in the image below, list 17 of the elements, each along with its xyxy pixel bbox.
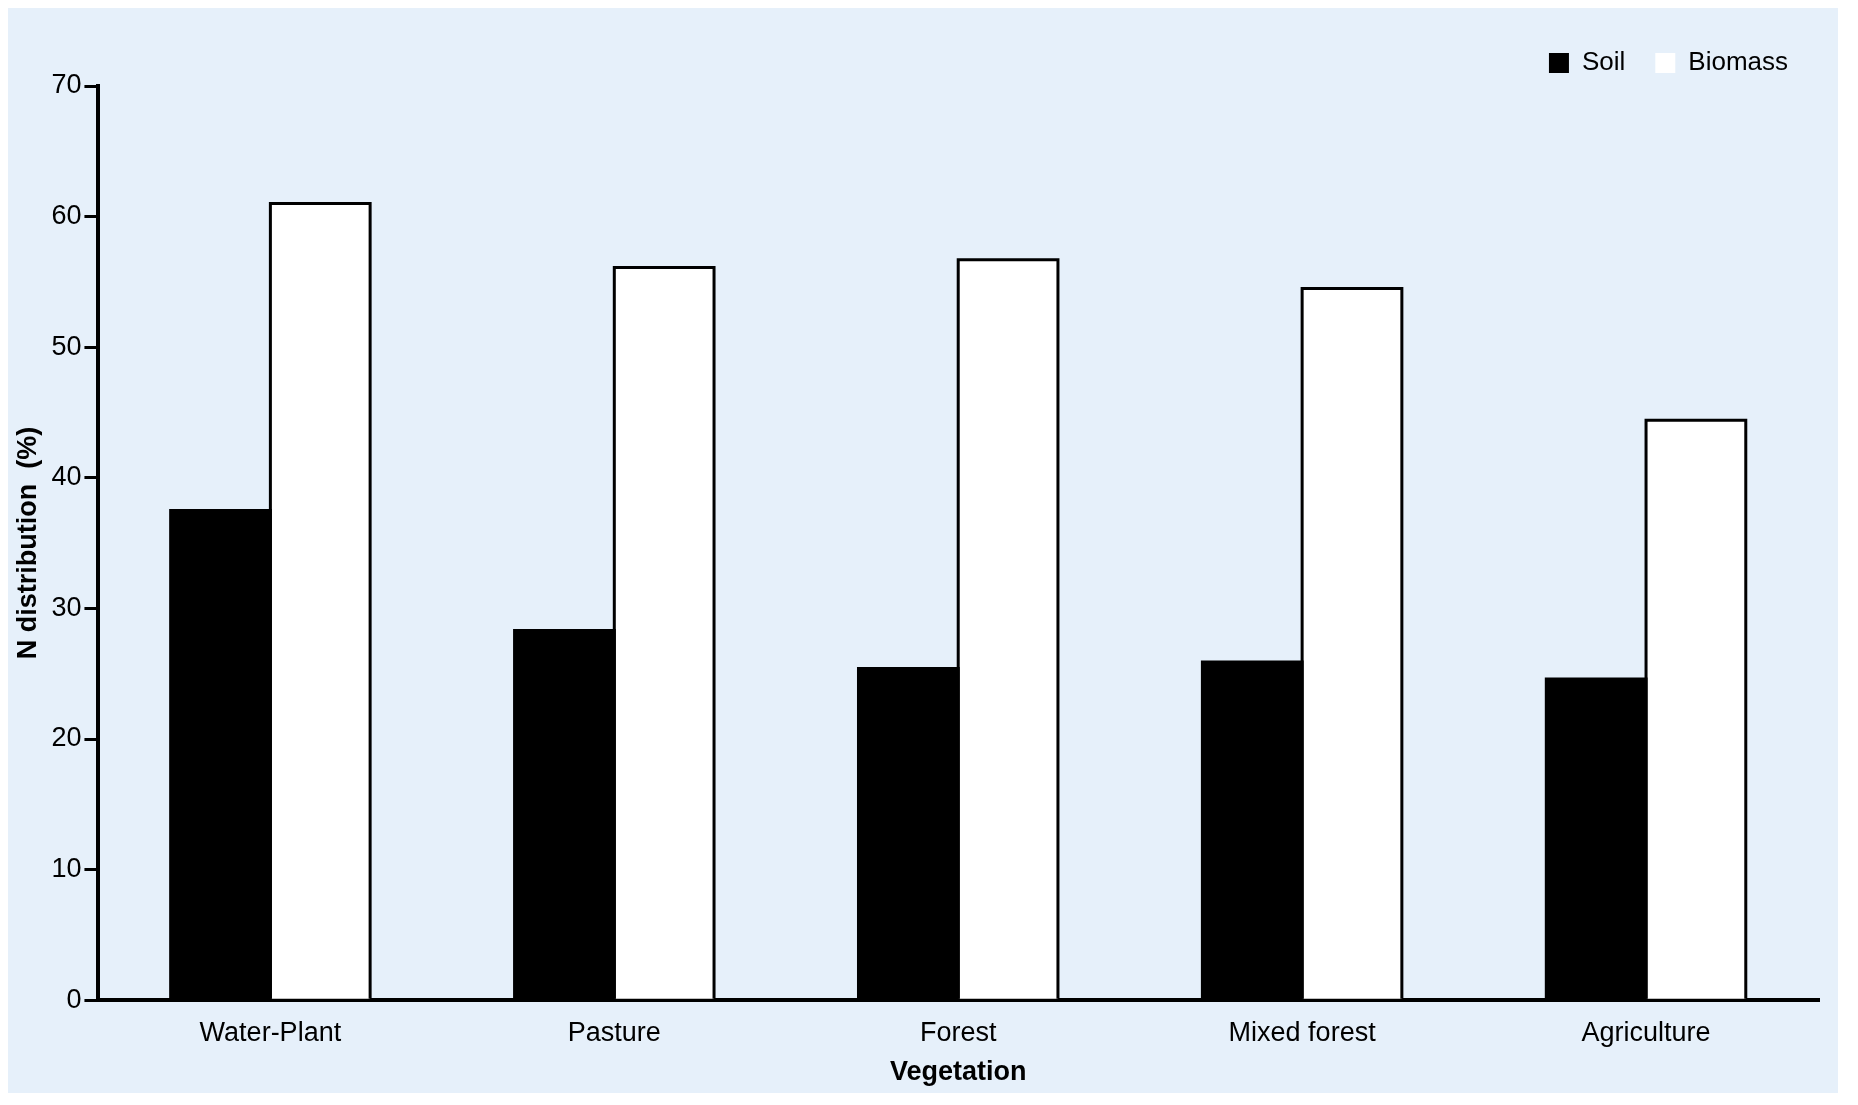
x-tick-label: Mixed forest <box>1228 1016 1377 1047</box>
y-tick-label: 70 <box>51 69 82 100</box>
y-tick-label: 0 <box>66 983 82 1014</box>
legend-label: Soil <box>1581 46 1626 77</box>
legend-label: Biomass <box>1688 46 1789 77</box>
x-axis-title: Vegetation <box>889 1056 1027 1087</box>
y-tick-label: 30 <box>51 591 82 622</box>
y-tick-label: 60 <box>51 200 82 231</box>
y-tick-label: 50 <box>51 330 82 361</box>
y-axis-title: N distribution (%) <box>11 426 42 660</box>
x-tick-label: Forest <box>919 1016 997 1047</box>
x-tick-label: Agriculture <box>1581 1016 1711 1047</box>
y-tick-label: 10 <box>51 853 82 884</box>
y-tick-label: 20 <box>51 722 82 753</box>
y-tick-label: 40 <box>51 461 82 492</box>
x-tick-label: Pasture <box>567 1016 661 1047</box>
x-tick-label: Water-Plant <box>199 1016 342 1047</box>
